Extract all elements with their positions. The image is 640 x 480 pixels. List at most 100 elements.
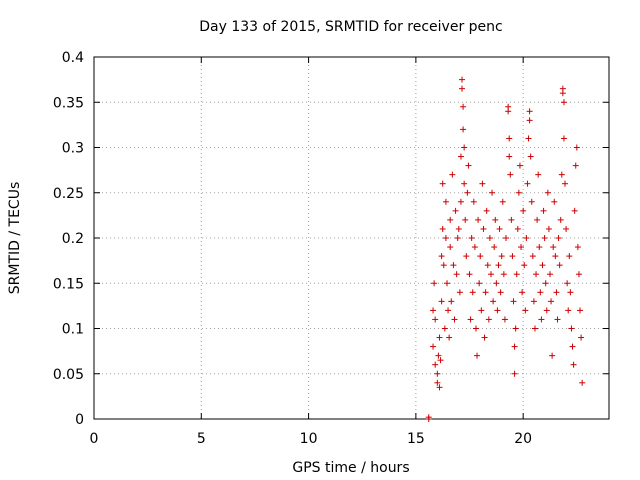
data-point	[577, 307, 584, 314]
data-point	[559, 85, 566, 92]
data-point	[575, 271, 582, 278]
data-point	[447, 216, 454, 223]
data-point	[443, 280, 450, 287]
data-point	[475, 216, 482, 223]
data-point	[562, 180, 569, 187]
data-point	[442, 198, 449, 205]
x-tick-label: 0	[90, 431, 99, 447]
data-point	[536, 244, 543, 251]
data-point	[527, 153, 534, 160]
y-tick-label: 0.3	[62, 141, 84, 157]
data-point	[439, 180, 446, 187]
data-point	[436, 384, 443, 391]
data-point	[558, 171, 565, 178]
data-point	[507, 171, 514, 178]
data-point	[442, 235, 449, 241]
data-point	[553, 289, 560, 296]
data-point	[453, 271, 460, 278]
data-point	[523, 235, 530, 241]
data-point	[550, 244, 557, 251]
data-point	[460, 126, 467, 133]
y-axis-label: SRMTID / TECUs	[7, 182, 23, 295]
data-point	[497, 289, 504, 296]
data-point	[489, 189, 496, 196]
x-tick-label: 5	[197, 431, 206, 447]
data-point	[461, 144, 468, 151]
data-point	[512, 325, 519, 332]
data-point	[496, 225, 503, 232]
data-point	[572, 162, 579, 169]
data-point	[467, 316, 474, 323]
data-point	[459, 76, 466, 83]
data-point	[452, 207, 459, 214]
data-point	[472, 325, 479, 332]
data-point	[448, 298, 455, 305]
data-point	[528, 198, 535, 205]
data-point	[482, 289, 489, 296]
y-tick-label: 0.35	[53, 95, 84, 111]
data-point	[461, 180, 468, 187]
data-point	[567, 289, 574, 296]
data-point	[476, 280, 483, 287]
data-point	[573, 144, 580, 151]
data-point	[520, 207, 527, 214]
data-point	[511, 370, 518, 377]
data-point	[529, 253, 536, 260]
data-point	[551, 198, 558, 205]
data-point	[474, 352, 481, 359]
data-point	[430, 343, 437, 350]
data-point	[491, 244, 498, 251]
data-point	[499, 198, 506, 205]
data-point	[447, 244, 454, 251]
data-point	[568, 325, 575, 332]
data-point	[494, 307, 501, 314]
data-point	[549, 352, 556, 359]
data-point	[560, 99, 567, 106]
data-point	[519, 289, 526, 296]
data-point	[513, 271, 520, 278]
data-point	[565, 307, 572, 314]
data-point	[492, 216, 499, 223]
data-point	[563, 225, 570, 232]
data-point	[534, 216, 541, 223]
data-point	[500, 271, 507, 278]
data-point	[521, 262, 528, 269]
data-point	[506, 153, 513, 160]
data-point	[493, 280, 500, 287]
data-point	[432, 361, 439, 368]
chart-title: Day 133 of 2015, SRMTID for receiver pen…	[199, 19, 502, 35]
data-point	[432, 316, 439, 323]
data-point	[481, 334, 488, 341]
data-point	[555, 235, 562, 241]
data-point	[569, 343, 576, 350]
data-point	[439, 225, 446, 232]
data-points	[425, 76, 586, 422]
data-point	[556, 262, 563, 269]
data-point	[542, 280, 549, 287]
x-tick-label: 20	[514, 431, 532, 447]
data-point	[548, 298, 555, 305]
data-point	[509, 253, 516, 260]
data-point	[514, 225, 521, 232]
data-point	[579, 379, 586, 386]
data-point	[470, 198, 477, 205]
data-point	[437, 357, 444, 364]
data-point	[445, 307, 452, 314]
data-point	[541, 235, 548, 241]
data-point	[457, 198, 464, 205]
data-point	[457, 153, 464, 160]
data-point	[501, 316, 508, 323]
data-point	[566, 253, 573, 260]
data-point	[454, 235, 461, 241]
data-point	[484, 262, 491, 269]
data-point	[480, 225, 487, 232]
data-point	[506, 135, 513, 142]
data-point	[446, 334, 453, 341]
data-point	[535, 171, 542, 178]
grid-lines	[94, 57, 609, 419]
data-point	[540, 207, 547, 214]
data-point	[478, 307, 485, 314]
data-point	[525, 135, 532, 142]
data-point	[503, 235, 509, 241]
